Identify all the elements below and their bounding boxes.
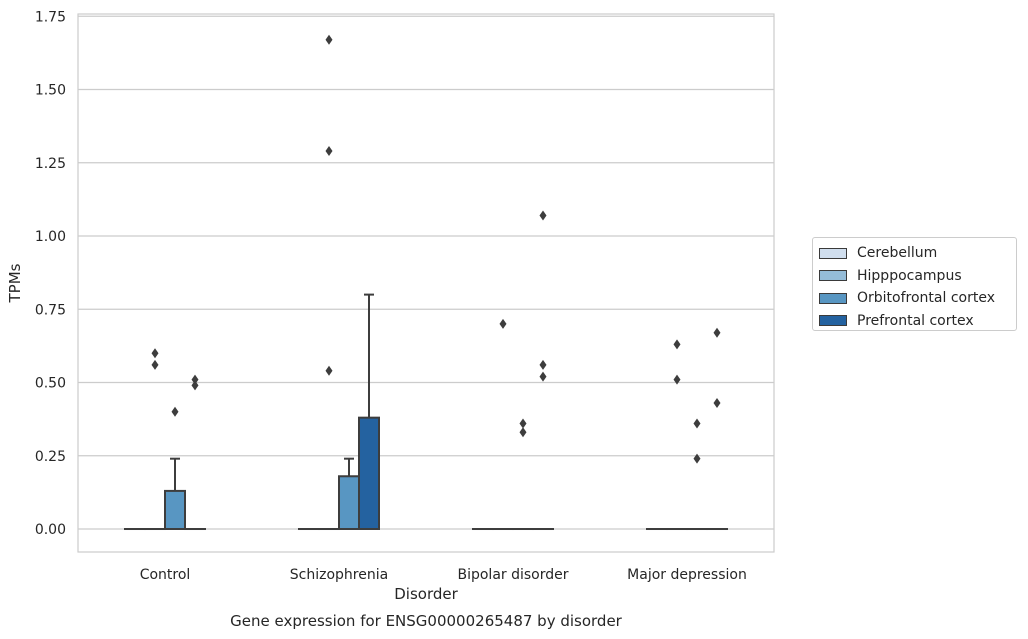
outliers [151, 34, 721, 464]
outlier-point [713, 398, 721, 409]
legend-label: Prefrontal cortex [857, 312, 974, 329]
box [358, 416, 380, 530]
legend-label: Hipppocampus [857, 267, 962, 284]
x-tick-label: Schizophrenia [290, 567, 388, 583]
y-tick-label: 0.25 [35, 449, 66, 465]
outlier-point [539, 210, 547, 221]
legend-swatch [819, 292, 847, 304]
legend-swatch [819, 315, 847, 327]
outlier-point [673, 374, 681, 385]
outlier-point [539, 359, 547, 370]
y-tick-label: 0.50 [35, 376, 66, 392]
outlier-point [713, 327, 721, 338]
outlier-point [519, 427, 527, 438]
legend-label: Cerebellum [857, 245, 938, 262]
x-axis: Control Schizophrenia Bipolar disorder Majo… [140, 567, 747, 583]
box-groups [124, 293, 728, 531]
x-tick-label: Major depression [627, 567, 747, 583]
legend: Cerebellum Hipppocampus Orbitofrontal co… [812, 237, 1017, 331]
outlier-point [325, 34, 333, 45]
y-tick-label: 1.50 [35, 83, 66, 99]
outlier-point [171, 406, 179, 417]
x-tick-label: Bipolar disorder [457, 567, 568, 583]
legend-item-hippocampus: Hipppocampus [819, 265, 1016, 288]
outlier-point [191, 374, 199, 385]
legend-label: Orbitofrontal cortex [857, 290, 995, 307]
outlier-point [539, 371, 547, 382]
legend-item-prefrontal-cortex: Prefrontal cortex [819, 310, 1016, 333]
outlier-point [325, 365, 333, 376]
gridlines [78, 15, 774, 530]
box [338, 475, 360, 531]
outlier-point [673, 339, 681, 350]
outlier-point [151, 359, 159, 370]
y-tick-label: 1.75 [35, 9, 66, 25]
y-axis: 0.00 0.25 0.50 0.75 1.00 1.25 1.50 1.75 [35, 9, 66, 538]
y-tick-label: 0.00 [35, 522, 66, 538]
box [164, 489, 186, 531]
outlier-point [693, 418, 701, 429]
outlier-point [519, 418, 527, 429]
outlier-point [191, 380, 199, 391]
outlier-point [693, 453, 701, 464]
y-tick-label: 0.75 [35, 302, 66, 318]
outlier-point [151, 348, 159, 359]
legend-item-orbitofrontal-cortex: Orbitofrontal cortex [819, 287, 1016, 310]
y-tick-label: 1.25 [35, 156, 66, 172]
plot-frame [77, 13, 775, 553]
x-tick-label: Control [140, 567, 191, 583]
chart-title: Gene expression for ENSG00000265487 by d… [230, 612, 623, 630]
legend-item-cerebellum: Cerebellum [819, 242, 1016, 265]
legend-swatch [819, 270, 847, 282]
y-axis-label: TPMs [6, 263, 24, 303]
y-tick-label: 1.00 [35, 229, 66, 245]
outlier-point [499, 318, 507, 329]
outlier-point [325, 146, 333, 157]
legend-swatch [819, 247, 847, 259]
x-axis-label: Disorder [394, 585, 458, 603]
